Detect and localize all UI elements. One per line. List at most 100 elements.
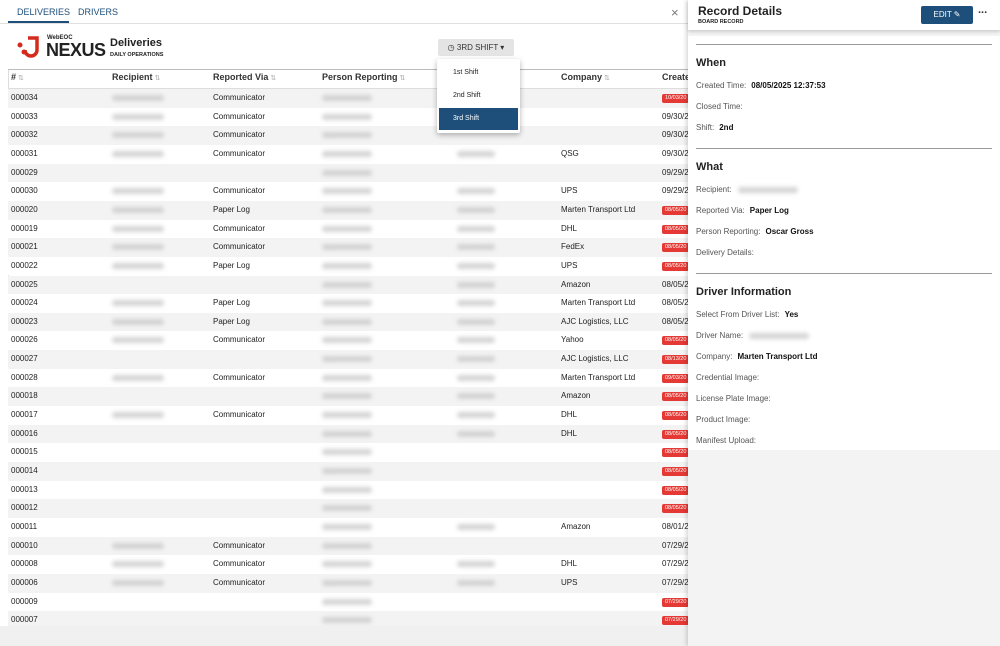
column-header[interactable]: Company ⇅	[561, 72, 610, 82]
table-row[interactable]: 000025 Amazon 08/05/2	[8, 275, 689, 295]
table-row[interactable]: 000028 Communicator Marten Transport Ltd 09…	[8, 368, 690, 388]
table-row[interactable]: 000020 Paper Log Marten Transport Ltd 08/05…	[8, 200, 690, 220]
cell-reported-via: Paper Log	[213, 316, 250, 326]
table-row[interactable]: 000019 Communicator DHL 08/05/20	[8, 219, 690, 239]
cell-company: Marten Transport Ltd	[561, 298, 636, 308]
more-button[interactable]: ...	[978, 4, 988, 16]
edit-button[interactable]: EDIT ✎	[921, 6, 973, 24]
cell-company: DHL	[561, 559, 578, 569]
person-redacted	[322, 486, 372, 493]
column-header[interactable]: # ⇅	[11, 72, 24, 82]
cell-created: 09/29/2	[662, 186, 689, 196]
shift-button[interactable]: ◷ 3RD SHIFT ▾	[438, 39, 514, 56]
cell-company: AJC Logistics, LLC	[561, 316, 629, 326]
table-row[interactable]: 000026 Communicator Yahoo 08/05/20	[8, 331, 690, 351]
table-row[interactable]: 000023 Paper Log AJC Logistics, LLC 08/05/2	[8, 312, 689, 332]
field-label: Manifest Upload:	[696, 436, 757, 445]
cell-company: UPS	[561, 577, 578, 587]
table-row[interactable]: 000016 DHL 08/05/20	[8, 424, 690, 444]
person-redacted	[322, 244, 372, 251]
table-row[interactable]: 000030 Communicator UPS 09/29/2	[8, 182, 689, 201]
table-row[interactable]: 000007 07/29/20	[8, 611, 690, 630]
table-row[interactable]: 000024 Paper Log Marten Transport Ltd 08/05…	[8, 294, 689, 313]
column-five-redacted	[457, 206, 495, 213]
cell-company: DHL	[561, 428, 578, 438]
cell-created: 08/01/2	[662, 521, 689, 531]
cell-created: 07/29/2	[662, 577, 689, 587]
cell-reported-via: Communicator	[213, 242, 266, 252]
table-row[interactable]: 000008 Communicator DHL 07/29/2	[8, 555, 689, 574]
cell-id: 000006	[11, 577, 38, 587]
field-label: Recipient:	[696, 185, 732, 194]
table-row[interactable]: 000015 08/05/20	[8, 443, 690, 462]
logo-icon	[16, 35, 40, 59]
person-redacted	[322, 449, 372, 456]
table-row[interactable]: 000032 Communicator 09/30/2	[8, 126, 689, 145]
column-header[interactable]: Reported Via ⇅	[213, 72, 277, 82]
table-row[interactable]: 000022 Paper Log UPS 08/05/20	[8, 256, 690, 276]
person-redacted	[322, 318, 372, 325]
created-badge: 09/03/20	[662, 373, 690, 383]
cell-reported-via: Communicator	[213, 372, 266, 382]
column-five-redacted	[457, 262, 495, 269]
tab-underline	[8, 21, 69, 23]
column-five-redacted	[457, 430, 495, 437]
section-rule	[696, 273, 992, 274]
table-row[interactable]: 000012 08/05/20	[8, 499, 690, 518]
field-label: Select From Driver List: Yes	[696, 310, 799, 319]
table-row[interactable]: 000021 Communicator FedEx 08/05/20	[8, 238, 690, 257]
cell-id: 000022	[11, 260, 38, 270]
tab[interactable]: DELIVERIES	[17, 7, 71, 17]
recipient-redacted	[112, 244, 164, 251]
field-label: Delivery Details:	[696, 248, 754, 257]
column-five-redacted	[457, 281, 495, 288]
table-row[interactable]: 000034 Communicator 10/03/20	[8, 89, 690, 108]
table-row[interactable]: 000014 08/05/20	[8, 462, 690, 481]
created-badge: 08/05/20	[662, 485, 690, 495]
column-header[interactable]: Person Reporting ⇅	[322, 72, 406, 82]
cell-company: QSG	[561, 148, 579, 158]
table-row[interactable]: 000011 Amazon 08/01/2	[8, 517, 689, 537]
recipient-redacted	[112, 188, 164, 195]
table-row[interactable]: 000013 08/05/20	[8, 480, 690, 500]
table-row[interactable]: 000009 07/29/20	[8, 592, 690, 612]
cell-id: 000031	[11, 148, 38, 158]
table-row[interactable]: 000018 Amazon 08/05/20	[8, 387, 690, 407]
cell-id: 000008	[11, 559, 38, 569]
column-five-redacted	[457, 523, 495, 530]
cell-created: 09/30/2	[662, 148, 689, 158]
table-row[interactable]: 000006 Communicator UPS 07/29/2	[8, 573, 689, 593]
cell-id: 000028	[11, 372, 38, 382]
column-five-redacted	[457, 412, 495, 419]
table-row[interactable]: 000029 09/29/2	[8, 163, 689, 183]
cell-id: 000023	[11, 316, 38, 326]
recipient-redacted	[112, 300, 164, 307]
column-five-redacted	[457, 393, 495, 400]
tab[interactable]: DRIVERS	[78, 7, 119, 17]
column-five-redacted	[457, 300, 495, 307]
shift-menu-item[interactable]: 2nd Shift	[453, 92, 481, 99]
record-body: When Created Time: 08/05/2025 12:37:53 Clos…	[688, 36, 1000, 450]
column-header[interactable]: Recipient ⇅	[112, 72, 161, 82]
shift-menu-item[interactable]: 1st Shift	[453, 69, 479, 76]
close-icon[interactable]: ×	[671, 5, 679, 20]
recipient-redacted	[112, 374, 164, 381]
cell-reported-via: Communicator	[213, 223, 266, 233]
table-row[interactable]: 000027 AJC Logistics, LLC 08/13/20	[8, 350, 690, 369]
cell-company: Yahoo	[561, 335, 584, 345]
cell-reported-via: Communicator	[213, 93, 266, 102]
column-header[interactable]: Create	[662, 72, 691, 82]
field-label: Person Reporting: Oscar Gross	[696, 227, 814, 236]
table-row[interactable]: 000033 Communicator 09/30/2	[8, 107, 689, 127]
table-row[interactable]: 000017 Communicator DHL 08/05/20	[8, 406, 690, 425]
cell-id: 000016	[11, 428, 38, 438]
table-row[interactable]: 000010 Communicator 07/29/2	[8, 536, 689, 556]
table-row[interactable]: 000031 Communicator QSG 09/30/2	[8, 144, 689, 164]
created-badge: 08/05/20	[662, 336, 690, 346]
person-redacted	[322, 374, 372, 381]
cell-reported-via: Communicator	[213, 186, 266, 196]
cell-company: DHL	[561, 410, 578, 420]
cell-id: 000010	[11, 540, 38, 550]
shift-menu-item[interactable]: 3rd Shift	[439, 108, 518, 130]
recipient-redacted	[112, 262, 164, 269]
